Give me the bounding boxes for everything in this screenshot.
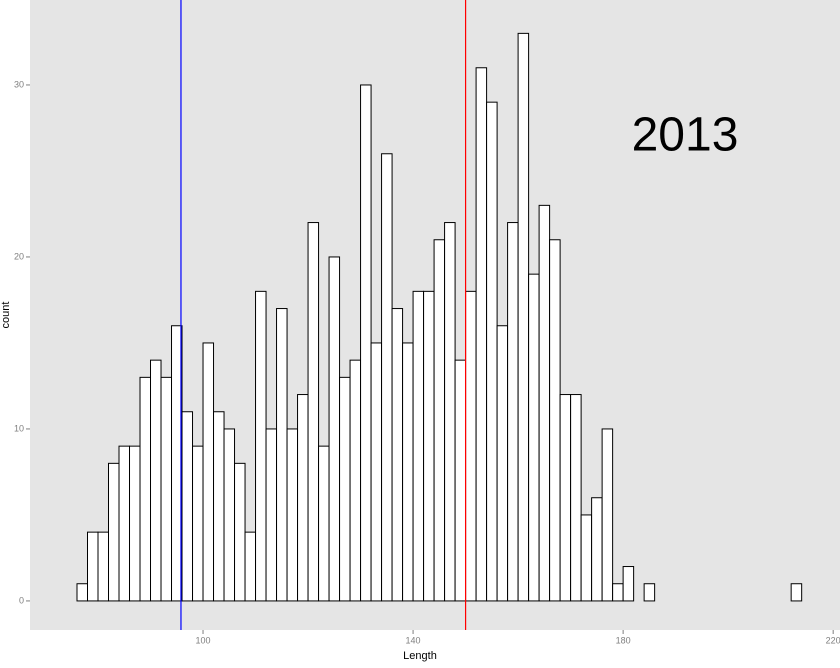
- bar: [213, 411, 225, 602]
- bar: [412, 290, 425, 602]
- x-tick-label: 180: [616, 635, 631, 645]
- bar: [643, 583, 656, 602]
- bar: [276, 308, 288, 602]
- bar: [538, 204, 551, 602]
- bar: [160, 376, 173, 602]
- bar: [496, 325, 509, 602]
- bar: [286, 428, 299, 602]
- bar: [87, 531, 99, 602]
- x-tick-label: 100: [196, 635, 211, 645]
- bar: [528, 273, 540, 602]
- bar: [507, 222, 519, 602]
- bar: [181, 411, 194, 602]
- bar: [223, 428, 236, 602]
- bar: [370, 342, 383, 602]
- y-tick-label: 30: [14, 79, 24, 89]
- bar: [318, 445, 330, 602]
- bar: [391, 308, 404, 602]
- bar: [559, 394, 572, 602]
- x-tick-label: 220: [826, 635, 840, 645]
- bar: [475, 67, 488, 602]
- bar: [118, 445, 131, 602]
- bar: [591, 497, 603, 602]
- bar: [580, 514, 593, 602]
- bar: [297, 394, 309, 602]
- bar: [192, 445, 204, 602]
- bar: [517, 32, 530, 602]
- y-tick-label: 10: [14, 423, 24, 433]
- bar: [402, 342, 414, 602]
- bar: [433, 239, 446, 602]
- bar: [349, 359, 362, 602]
- bar: [790, 583, 803, 602]
- bar: [108, 462, 120, 602]
- y-tick-label: 0: [19, 595, 24, 605]
- bar: [601, 428, 614, 602]
- bar: [570, 394, 582, 602]
- bar: [486, 101, 498, 602]
- bar: [150, 359, 162, 602]
- bar: [97, 531, 110, 602]
- bar: [265, 428, 278, 602]
- bar: [423, 290, 435, 602]
- x-tick-label: 140: [406, 635, 421, 645]
- bar: [444, 222, 456, 602]
- bar: [76, 583, 89, 602]
- bar: [255, 290, 267, 602]
- bar: [307, 222, 320, 602]
- bar: [465, 290, 477, 602]
- bar: [381, 153, 393, 602]
- bar: [549, 239, 561, 602]
- bar: [328, 256, 341, 602]
- x-axis-label: Length: [403, 650, 437, 662]
- bar: [129, 445, 141, 602]
- y-tick-label: 20: [14, 251, 24, 261]
- bar: [612, 583, 624, 602]
- bar: [622, 566, 635, 602]
- bar: [454, 359, 467, 602]
- annotation: 2013: [632, 109, 739, 162]
- bar: [339, 376, 351, 602]
- bar: [234, 462, 246, 602]
- bar: [244, 531, 257, 602]
- y-axis-label: count: [0, 302, 12, 329]
- bar: [139, 376, 152, 602]
- bar: [360, 84, 372, 602]
- bar: [202, 342, 215, 602]
